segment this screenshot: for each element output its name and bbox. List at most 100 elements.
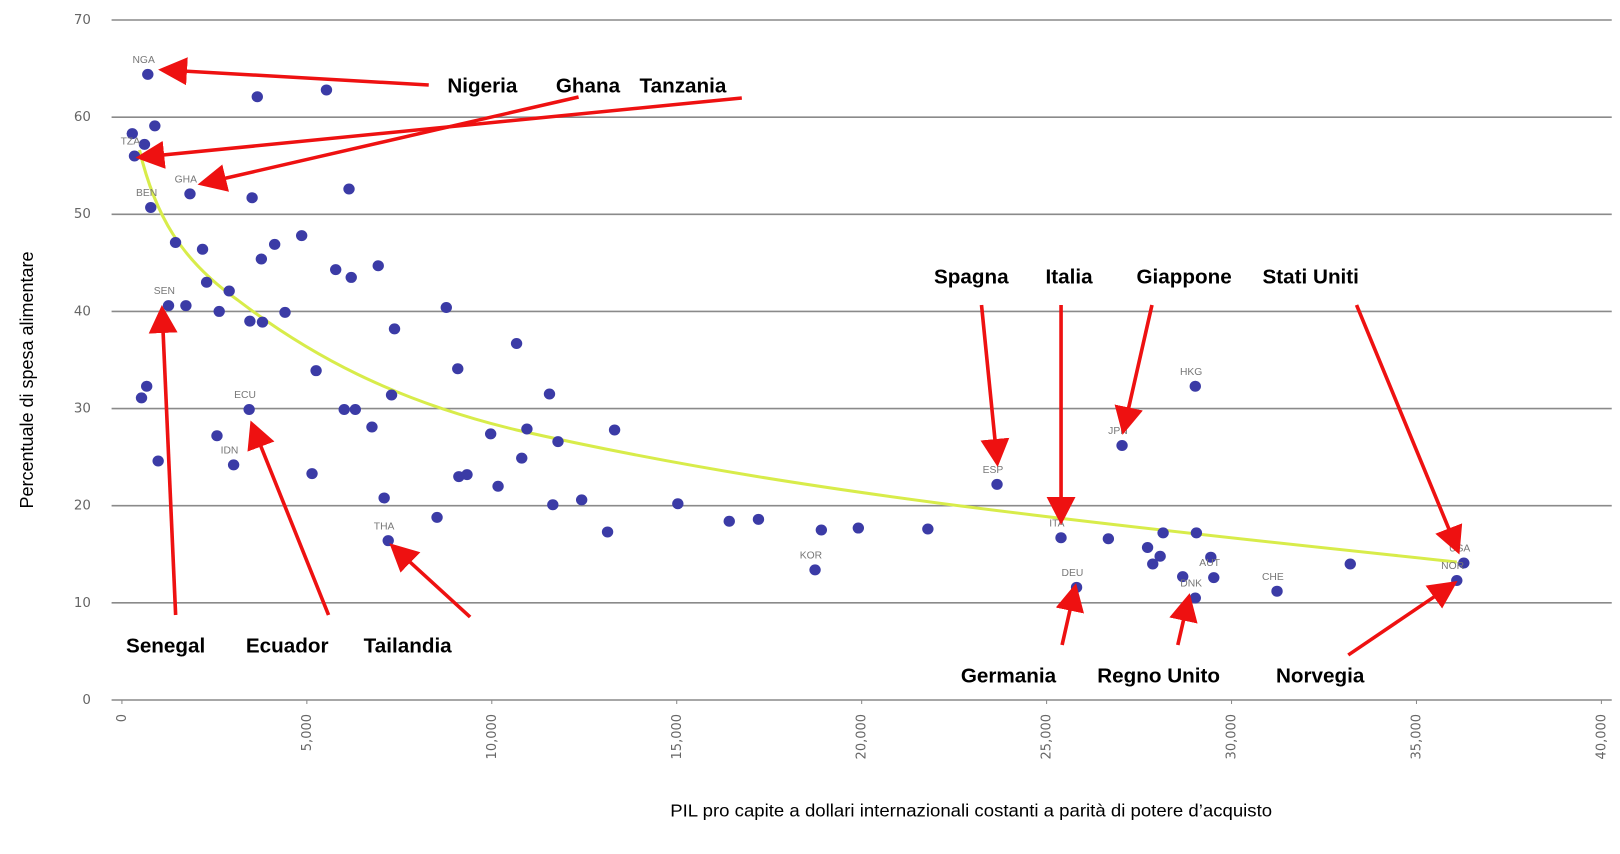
point [510,337,523,349]
annotation-arrow [135,96,742,169]
point [200,276,213,288]
annotation: Ghana [556,76,621,98]
point [1055,532,1067,544]
annotation: Giappone [1136,267,1231,289]
annotation-arrow [158,57,429,87]
point [243,404,255,416]
annotation-arrow [1169,593,1198,646]
annotation-arrow [979,304,1010,467]
point-label: THA [374,521,395,532]
point [135,392,148,404]
point [227,459,240,471]
point [1177,571,1189,583]
annotation: Regno Unito [1097,666,1220,688]
point [149,120,161,132]
point [141,380,153,392]
point [268,238,281,250]
point [345,271,357,283]
point [1141,541,1154,553]
point [543,388,556,400]
x-tick-label: 30,000 [1224,714,1239,759]
x-tick-label: 20,000 [855,714,870,759]
point [255,253,268,265]
point-label: CHE [1262,572,1284,583]
point [991,478,1003,490]
point [431,511,443,523]
point-label: DEU [1062,568,1084,579]
point [1344,558,1356,570]
point [1205,551,1217,563]
y-tick-label: 60 [74,110,91,125]
annotation: Spagna [934,267,1009,289]
point [1189,380,1201,392]
point-label: AUT [1199,558,1220,569]
point [152,455,164,467]
point-label: NGA [132,55,155,66]
point [349,404,361,416]
point [1154,550,1166,562]
point [196,243,209,255]
point [552,436,564,448]
annotation: Nigeria [447,76,518,98]
point [521,423,533,435]
point [246,192,258,204]
point [1147,558,1159,570]
point [601,526,614,538]
point [1208,572,1220,584]
point [922,523,934,535]
point-label: ITA [1049,519,1065,530]
point [672,498,684,510]
point [366,421,378,433]
annotation-arrow [1347,580,1458,657]
annotation-arrow [197,95,579,192]
annotation-arrow [1114,304,1154,435]
x-tick-label: 35,000 [1409,714,1424,759]
x-tick-label: 10,000 [485,714,500,759]
point [142,68,154,80]
annotation-arrow [389,543,472,619]
point-label: TZA [121,137,141,148]
point [372,260,384,272]
point [575,494,588,506]
point [145,201,157,213]
annotation-arrow [1354,304,1463,555]
point-label: ESP [983,465,1004,476]
point [169,236,182,248]
annotation: Senegal [126,636,205,658]
point [256,316,269,328]
x-tick-label: 5,000 [300,714,315,751]
point [547,499,559,511]
point [128,150,141,162]
point-label: HKG [1180,367,1202,378]
point [320,84,333,96]
annotation-arrow [1055,583,1084,646]
point-label: KOR [800,551,822,562]
point [295,230,308,242]
point [852,522,865,534]
y-tick-label: 0 [82,693,91,708]
point [213,305,225,317]
y-tick-label: 70 [74,13,91,28]
annotation: Tanzania [640,76,728,98]
point-label: SEN [154,286,175,297]
point-label: DNK [1180,579,1202,590]
x-tick-label: 15,000 [670,714,685,759]
annotation-arrow [247,420,331,616]
point [809,564,821,576]
point [180,300,192,312]
point [1458,557,1470,569]
point [223,285,235,297]
annotation: Tailandia [364,636,453,658]
point-label: NOR [1441,561,1464,572]
point-label: ECU [234,390,256,401]
annotation: Stati Uniti [1263,267,1359,289]
point [279,306,291,318]
point [382,535,394,547]
point [310,365,322,377]
point [306,468,318,480]
point [244,315,256,327]
point [723,515,735,527]
y-tick-label: 10 [74,596,91,611]
